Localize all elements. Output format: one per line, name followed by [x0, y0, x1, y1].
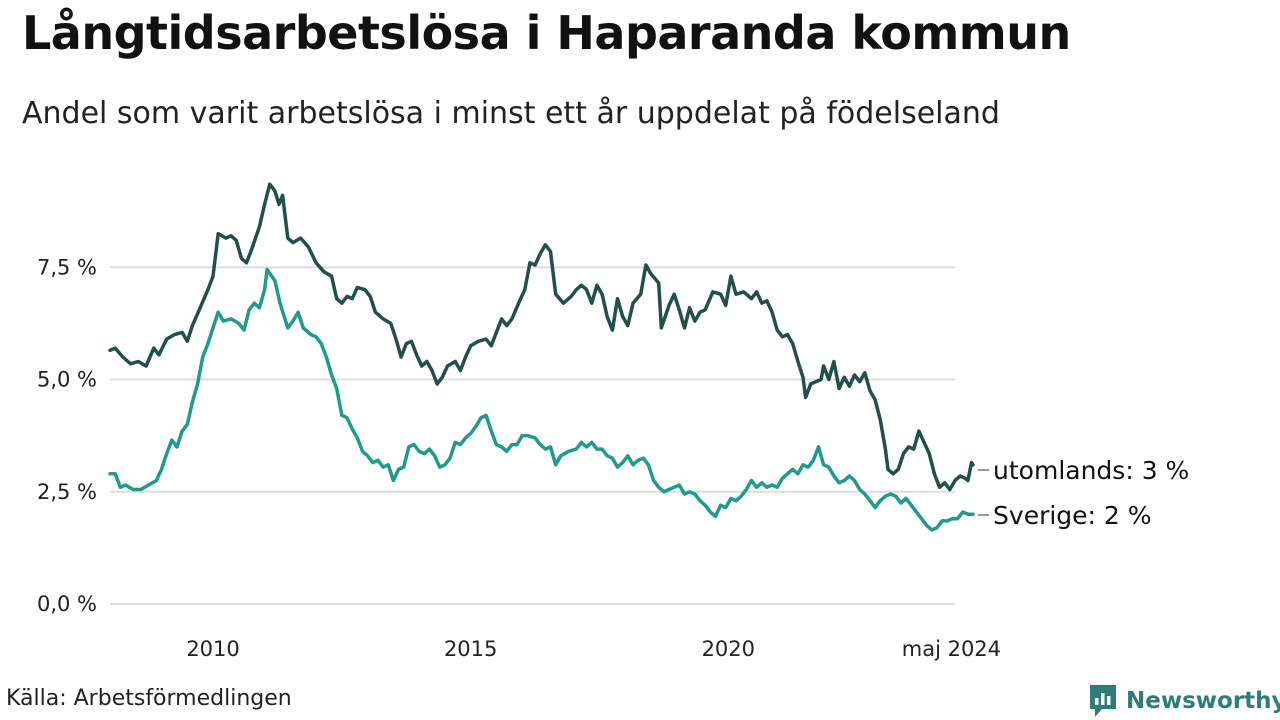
newsworthy-logo-icon — [1090, 685, 1116, 717]
gridlines — [110, 266, 955, 605]
x-tick-label: maj 2024 — [902, 637, 1001, 661]
y-axis-ticks: 0,0 % 2,5 % 5,0 % 7,5 % — [37, 255, 97, 616]
series-line-sverige — [108, 267, 975, 532]
x-tick-label: 2015 — [444, 637, 497, 661]
series-labels: utomlands: 3 % Sverige: 2 % — [978, 456, 1189, 530]
chart-title: Långtidsarbetslösa i Haparanda kommun — [22, 6, 1071, 60]
x-tick-label: 2010 — [186, 637, 239, 661]
y-tick-label: 2,5 % — [37, 480, 97, 504]
y-tick-label: 0,0 % — [37, 592, 97, 616]
series-line-utomlands — [108, 182, 975, 492]
series-label-sverige: Sverige: 2 % — [993, 501, 1151, 530]
source-note: Källa: Arbetsförmedlingen — [6, 686, 292, 711]
series-label-utomlands: utomlands: 3 % — [993, 456, 1189, 485]
series-lines — [108, 182, 975, 532]
chart-subtitle: Andel som varit arbetslösa i minst ett å… — [22, 96, 1000, 131]
y-tick-label: 5,0 % — [37, 368, 97, 392]
x-axis-ticks: 2010 2015 2020 maj 2024 — [186, 637, 1001, 661]
line-chart: 0,0 % 2,5 % 5,0 % 7,5 % 2010 2015 2020 maj 202… — [37, 182, 1189, 661]
newsworthy-logo-text: Newsworthy — [1126, 688, 1280, 714]
x-tick-label: 2020 — [702, 637, 755, 661]
y-tick-label: 7,5 % — [37, 255, 97, 279]
newsworthy-logo: Newsworthy — [1088, 683, 1280, 719]
